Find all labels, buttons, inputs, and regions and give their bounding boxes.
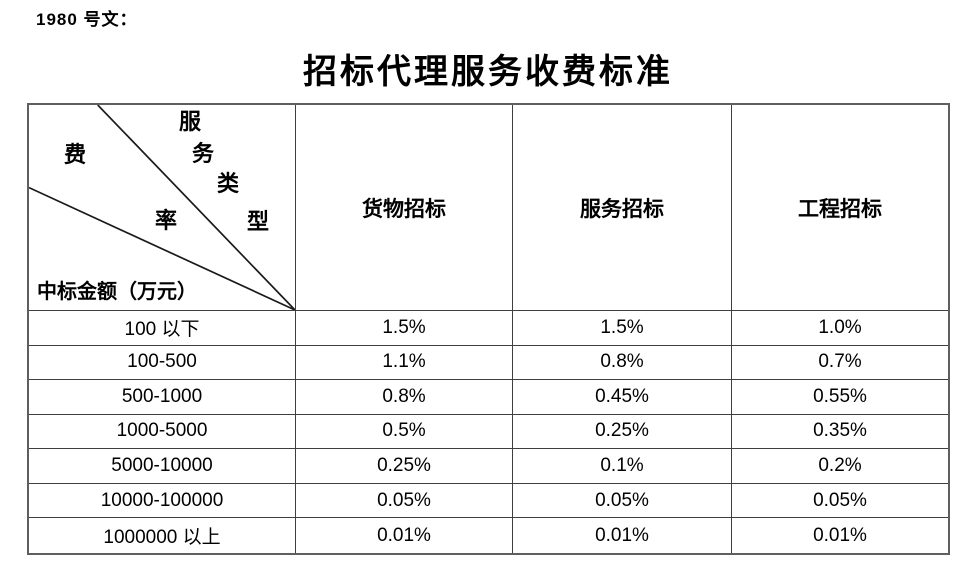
column-header-label: 服务招标	[580, 196, 664, 221]
diagonal-lines	[29, 105, 295, 310]
fee-value: 0.25%	[377, 455, 431, 477]
corner-axis-service-type-char: 型	[247, 209, 270, 234]
fee-value: 0.25%	[595, 420, 649, 442]
diagonal-line-lower	[29, 186, 295, 310]
fee-cell: 0.55%	[732, 380, 948, 415]
corner-axis-service-type-char: 务	[192, 141, 215, 166]
fee-cell: 0.01%	[513, 518, 732, 553]
fee-cell: 0.5%	[296, 414, 513, 450]
fee-value: 0.7%	[818, 351, 862, 373]
fee-value: 0.55%	[813, 385, 867, 407]
row-range-label: 100-500	[127, 351, 197, 373]
row-range-label: 1000000 以上	[103, 527, 221, 549]
row-range-label: 5000-10000	[111, 455, 213, 477]
fee-cell: 0.01%	[296, 518, 513, 553]
fee-cell: 0.35%	[732, 415, 948, 450]
fee-cell: 1.5%	[296, 311, 513, 346]
fee-cell: 0.7%	[732, 346, 948, 381]
fee-cell: 0.2%	[732, 449, 948, 484]
fee-cell: 0.1%	[513, 449, 732, 484]
fee-value: 0.2%	[818, 455, 862, 477]
fee-cell: 0.05%	[296, 483, 513, 519]
fee-cell: 0.45%	[513, 380, 732, 415]
fee-cell: 0.01%	[732, 518, 948, 553]
fee-value: 0.35%	[813, 420, 867, 442]
fee-value: 1.5%	[382, 316, 426, 338]
table-corner-cell: 服 务 类 型 费 率 中标金额（万元）	[29, 105, 296, 311]
corner-axis-amount-label: 中标金额（万元）	[37, 281, 197, 303]
corner-axis-service-type-char: 服	[179, 109, 202, 134]
fee-cell: 0.8%	[513, 345, 732, 381]
fee-value: 1.5%	[600, 316, 644, 338]
fee-cell: 0.8%	[296, 380, 513, 415]
column-header-label: 工程招标	[798, 196, 882, 221]
row-range-cell: 100-500	[29, 345, 296, 381]
fee-value: 1.1%	[382, 351, 426, 373]
row-range-label: 1000-5000	[116, 420, 208, 442]
diagonal-line-upper	[97, 105, 295, 310]
row-range-cell: 5000-10000	[29, 449, 296, 484]
fee-value: 0.8%	[600, 351, 644, 373]
document-ref-number: 1980 号文：	[36, 10, 138, 29]
fee-value: 0.01%	[377, 524, 431, 546]
row-range-cell: 100 以下	[29, 311, 296, 346]
fee-cell: 0.05%	[732, 484, 948, 519]
fee-value: 0.05%	[377, 489, 431, 511]
page-title: 招标代理服务收费标准	[303, 54, 673, 91]
fee-cell: 1.0%	[732, 311, 948, 346]
corner-axis-service-type-char: 类	[217, 171, 240, 196]
fee-value: 0.01%	[595, 524, 649, 546]
corner-axis-fee-rate-char: 率	[155, 208, 178, 233]
fee-value: 0.5%	[382, 420, 426, 442]
fee-cell: 0.25%	[513, 414, 732, 450]
column-header-label: 货物招标	[362, 196, 446, 221]
fee-value: 1.0%	[818, 316, 862, 338]
fee-cell: 0.25%	[296, 449, 513, 484]
fee-cell: 1.5%	[513, 311, 732, 346]
column-header-goods: 货物招标	[296, 105, 513, 311]
row-range-cell: 10000-100000	[29, 483, 296, 519]
corner-axis-fee-rate-char: 费	[64, 142, 87, 167]
row-range-cell: 500-1000	[29, 380, 296, 415]
fee-value: 0.05%	[813, 489, 867, 511]
fee-cell: 1.1%	[296, 345, 513, 381]
fee-value: 0.01%	[813, 524, 867, 546]
row-range-label: 500-1000	[121, 385, 203, 407]
column-header-services: 服务招标	[513, 105, 732, 311]
row-range-cell: 1000-5000	[29, 414, 296, 450]
fee-cell: 0.05%	[513, 483, 732, 519]
row-range-label: 100 以下	[124, 319, 200, 341]
row-range-label: 10000-100000	[100, 489, 224, 511]
row-range-cell: 1000000 以上	[29, 518, 296, 553]
fee-value: 0.45%	[595, 385, 649, 407]
fee-value: 0.1%	[600, 455, 644, 477]
column-header-engineering: 工程招标	[732, 105, 948, 311]
fee-value: 0.8%	[382, 385, 426, 407]
fee-standard-table: 服 务 类 型 费 率 中标金额（万元） 货物招标 服务招标 工程招标 100 …	[27, 103, 950, 555]
fee-value: 0.05%	[595, 489, 649, 511]
